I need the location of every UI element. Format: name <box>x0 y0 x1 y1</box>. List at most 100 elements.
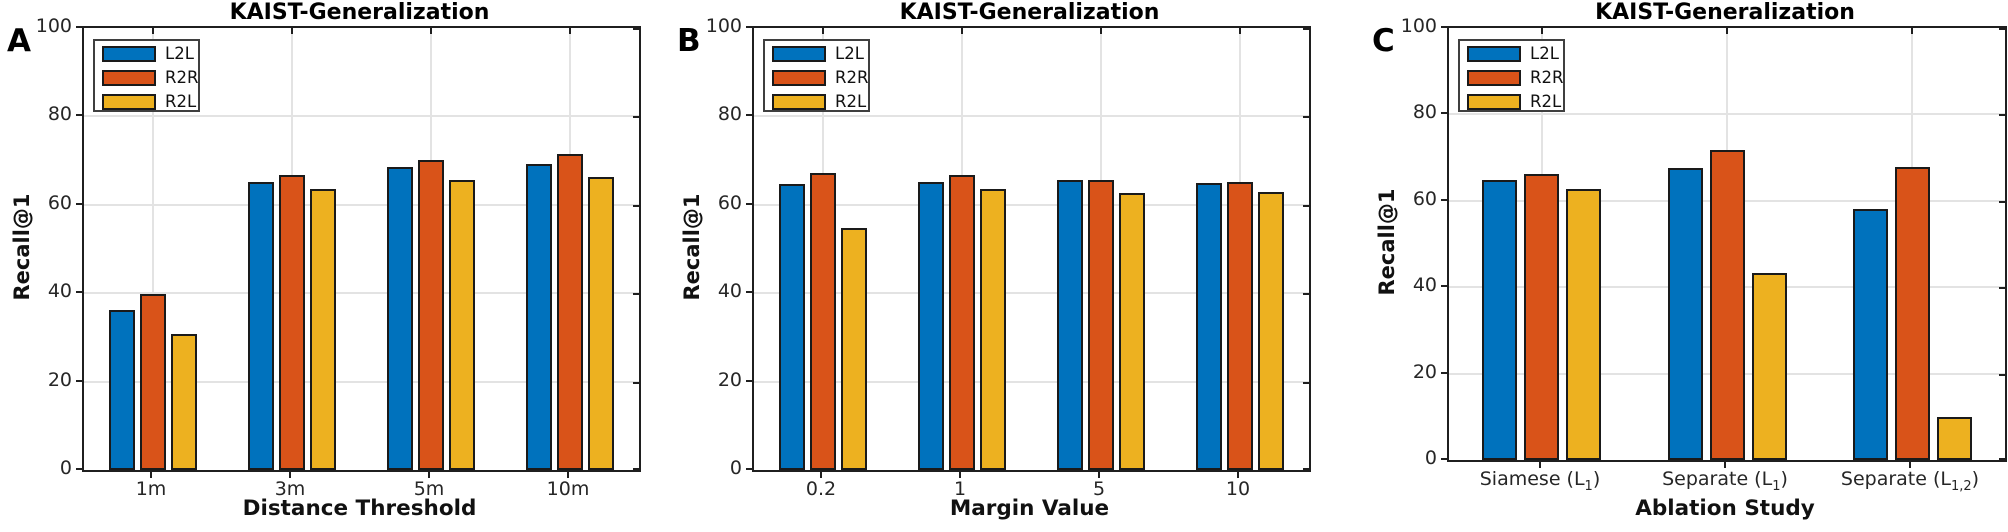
y-tick-mark-inner <box>1999 28 2005 30</box>
y-tick-mark <box>1441 285 1449 287</box>
bar-r2l-separate-l1- <box>1752 273 1787 460</box>
x-tick-mark-inner <box>430 28 432 34</box>
legend-item: L2L <box>95 42 198 65</box>
y-tick-mark-inner <box>633 116 639 118</box>
legend-swatch-r2r <box>1467 69 1521 86</box>
bar-l2l-3m <box>248 182 274 470</box>
x-tick-mark <box>1237 470 1239 478</box>
panel-b: B KAIST-Generalization Recall@1 Margin Valu… <box>670 0 1340 532</box>
x-tick-mark-inner <box>1100 28 1102 34</box>
bar-r2l-3m <box>310 189 336 470</box>
bar-r2l-1 <box>980 189 1006 470</box>
bar-r2l-10 <box>1258 192 1284 470</box>
y-tick-mark-inner <box>1303 28 1309 30</box>
y-tick-label: 40 <box>717 280 742 302</box>
y-tick-mark <box>746 291 754 293</box>
legend-item: R2L <box>95 90 198 113</box>
bar-r2r-siamese-l1- <box>1524 174 1559 460</box>
y-tick-mark <box>76 468 84 470</box>
bar-l2l-separate-l1-2- <box>1853 209 1888 460</box>
x-tick-mark-inner <box>152 28 154 34</box>
x-tick-label: 10 <box>1225 478 1251 500</box>
y-tick-mark <box>1441 199 1449 201</box>
x-tick-label-text: Siamese (L <box>1479 468 1585 490</box>
x-tick-label-text: Separate (L <box>1840 468 1951 490</box>
y-tick-label: 20 <box>1412 361 1437 383</box>
legend-item: R2R <box>1460 66 1563 89</box>
plot-area <box>752 26 1311 472</box>
legend-swatch-l2l <box>1467 45 1521 62</box>
y-tick-mark <box>76 114 84 116</box>
y-tick-mark <box>1441 458 1449 460</box>
legend-swatch-r2l <box>102 93 156 110</box>
bar-l2l-1 <box>918 182 944 470</box>
legend-label: L2L <box>165 44 194 63</box>
bar-r2r-5 <box>1088 180 1114 470</box>
x-tick-label: 0.2 <box>805 478 837 500</box>
y-tick-label: 100 <box>1400 15 1437 37</box>
x-tick-label-text: ) <box>1971 468 1980 490</box>
bar-l2l-0.2 <box>779 184 805 470</box>
legend-label: L2L <box>1530 44 1559 63</box>
legend-item: R2R <box>95 66 198 89</box>
y-tick-mark <box>76 203 84 205</box>
legend-label: R2L <box>1530 92 1562 111</box>
x-tick-label: Siamese (L1) <box>1390 468 1690 494</box>
x-tick-mark-inner <box>291 28 293 34</box>
x-tick-label: 3m <box>274 478 306 500</box>
legend-item: L2L <box>1460 42 1563 65</box>
y-tick-mark-inner <box>1999 287 2005 289</box>
x-tick-mark-inner <box>569 28 571 34</box>
y-tick-mark-inner <box>1303 205 1309 207</box>
legend-swatch-l2l <box>772 45 826 62</box>
legend-label: L2L <box>835 44 864 63</box>
y-tick-mark <box>1441 112 1449 114</box>
x-tick-mark-inner <box>961 28 963 34</box>
x-tick-label-subscript: 1,2 <box>1950 479 1972 494</box>
y-tick-mark-inner <box>1999 201 2005 203</box>
gridline-horizontal <box>84 204 639 206</box>
gridline-horizontal <box>754 204 1309 206</box>
y-tick-mark-inner <box>633 468 639 470</box>
legend-swatch-r2l <box>772 93 826 110</box>
bar-r2r-10 <box>1227 182 1253 470</box>
bar-l2l-separate-l1- <box>1668 168 1703 460</box>
bar-r2r-10m <box>557 154 583 470</box>
x-axis-label: Margin Value <box>949 496 1110 521</box>
bar-r2r-1m <box>140 294 166 470</box>
y-tick-label: 0 <box>1424 447 1437 469</box>
x-tick-mark <box>820 470 822 478</box>
chart-title: KAIST-Generalization <box>1595 0 1855 25</box>
x-tick-label: 10m <box>546 478 590 500</box>
x-tick-mark-inner <box>1541 28 1543 34</box>
y-tick-label: 60 <box>1412 188 1437 210</box>
legend-label: R2L <box>835 92 867 111</box>
y-tick-mark <box>1441 26 1449 28</box>
legend-label: R2R <box>1530 68 1564 87</box>
y-tick-label: 0 <box>59 457 72 479</box>
y-tick-label: 80 <box>1412 101 1437 123</box>
y-tick-label: 60 <box>47 192 72 214</box>
x-tick-label: Separate (L1) <box>1575 468 1875 494</box>
y-tick-mark <box>76 291 84 293</box>
x-tick-label-text: ) <box>1592 468 1601 490</box>
bar-r2l-siamese-l1- <box>1566 189 1601 460</box>
x-tick-mark <box>1909 460 1911 468</box>
y-tick-mark-inner <box>1303 468 1309 470</box>
x-tick-mark <box>150 470 152 478</box>
x-tick-mark <box>1539 460 1541 468</box>
y-tick-mark <box>76 380 84 382</box>
bar-r2r-separate-l1-2- <box>1895 167 1930 460</box>
bar-l2l-5m <box>387 167 413 470</box>
legend: L2L R2R R2L <box>1458 39 1565 112</box>
legend-label: R2R <box>835 68 869 87</box>
y-tick-mark <box>746 26 754 28</box>
gridline-horizontal <box>754 115 1309 117</box>
chart-title: KAIST-Generalization <box>229 0 490 25</box>
x-axis-label: Distance Threshold <box>242 496 477 521</box>
y-tick-mark-inner <box>633 293 639 295</box>
x-tick-mark <box>428 470 430 478</box>
panel-letter: A <box>7 23 31 59</box>
chart-title: KAIST-Generalization <box>899 0 1160 25</box>
bar-r2r-3m <box>279 175 305 470</box>
